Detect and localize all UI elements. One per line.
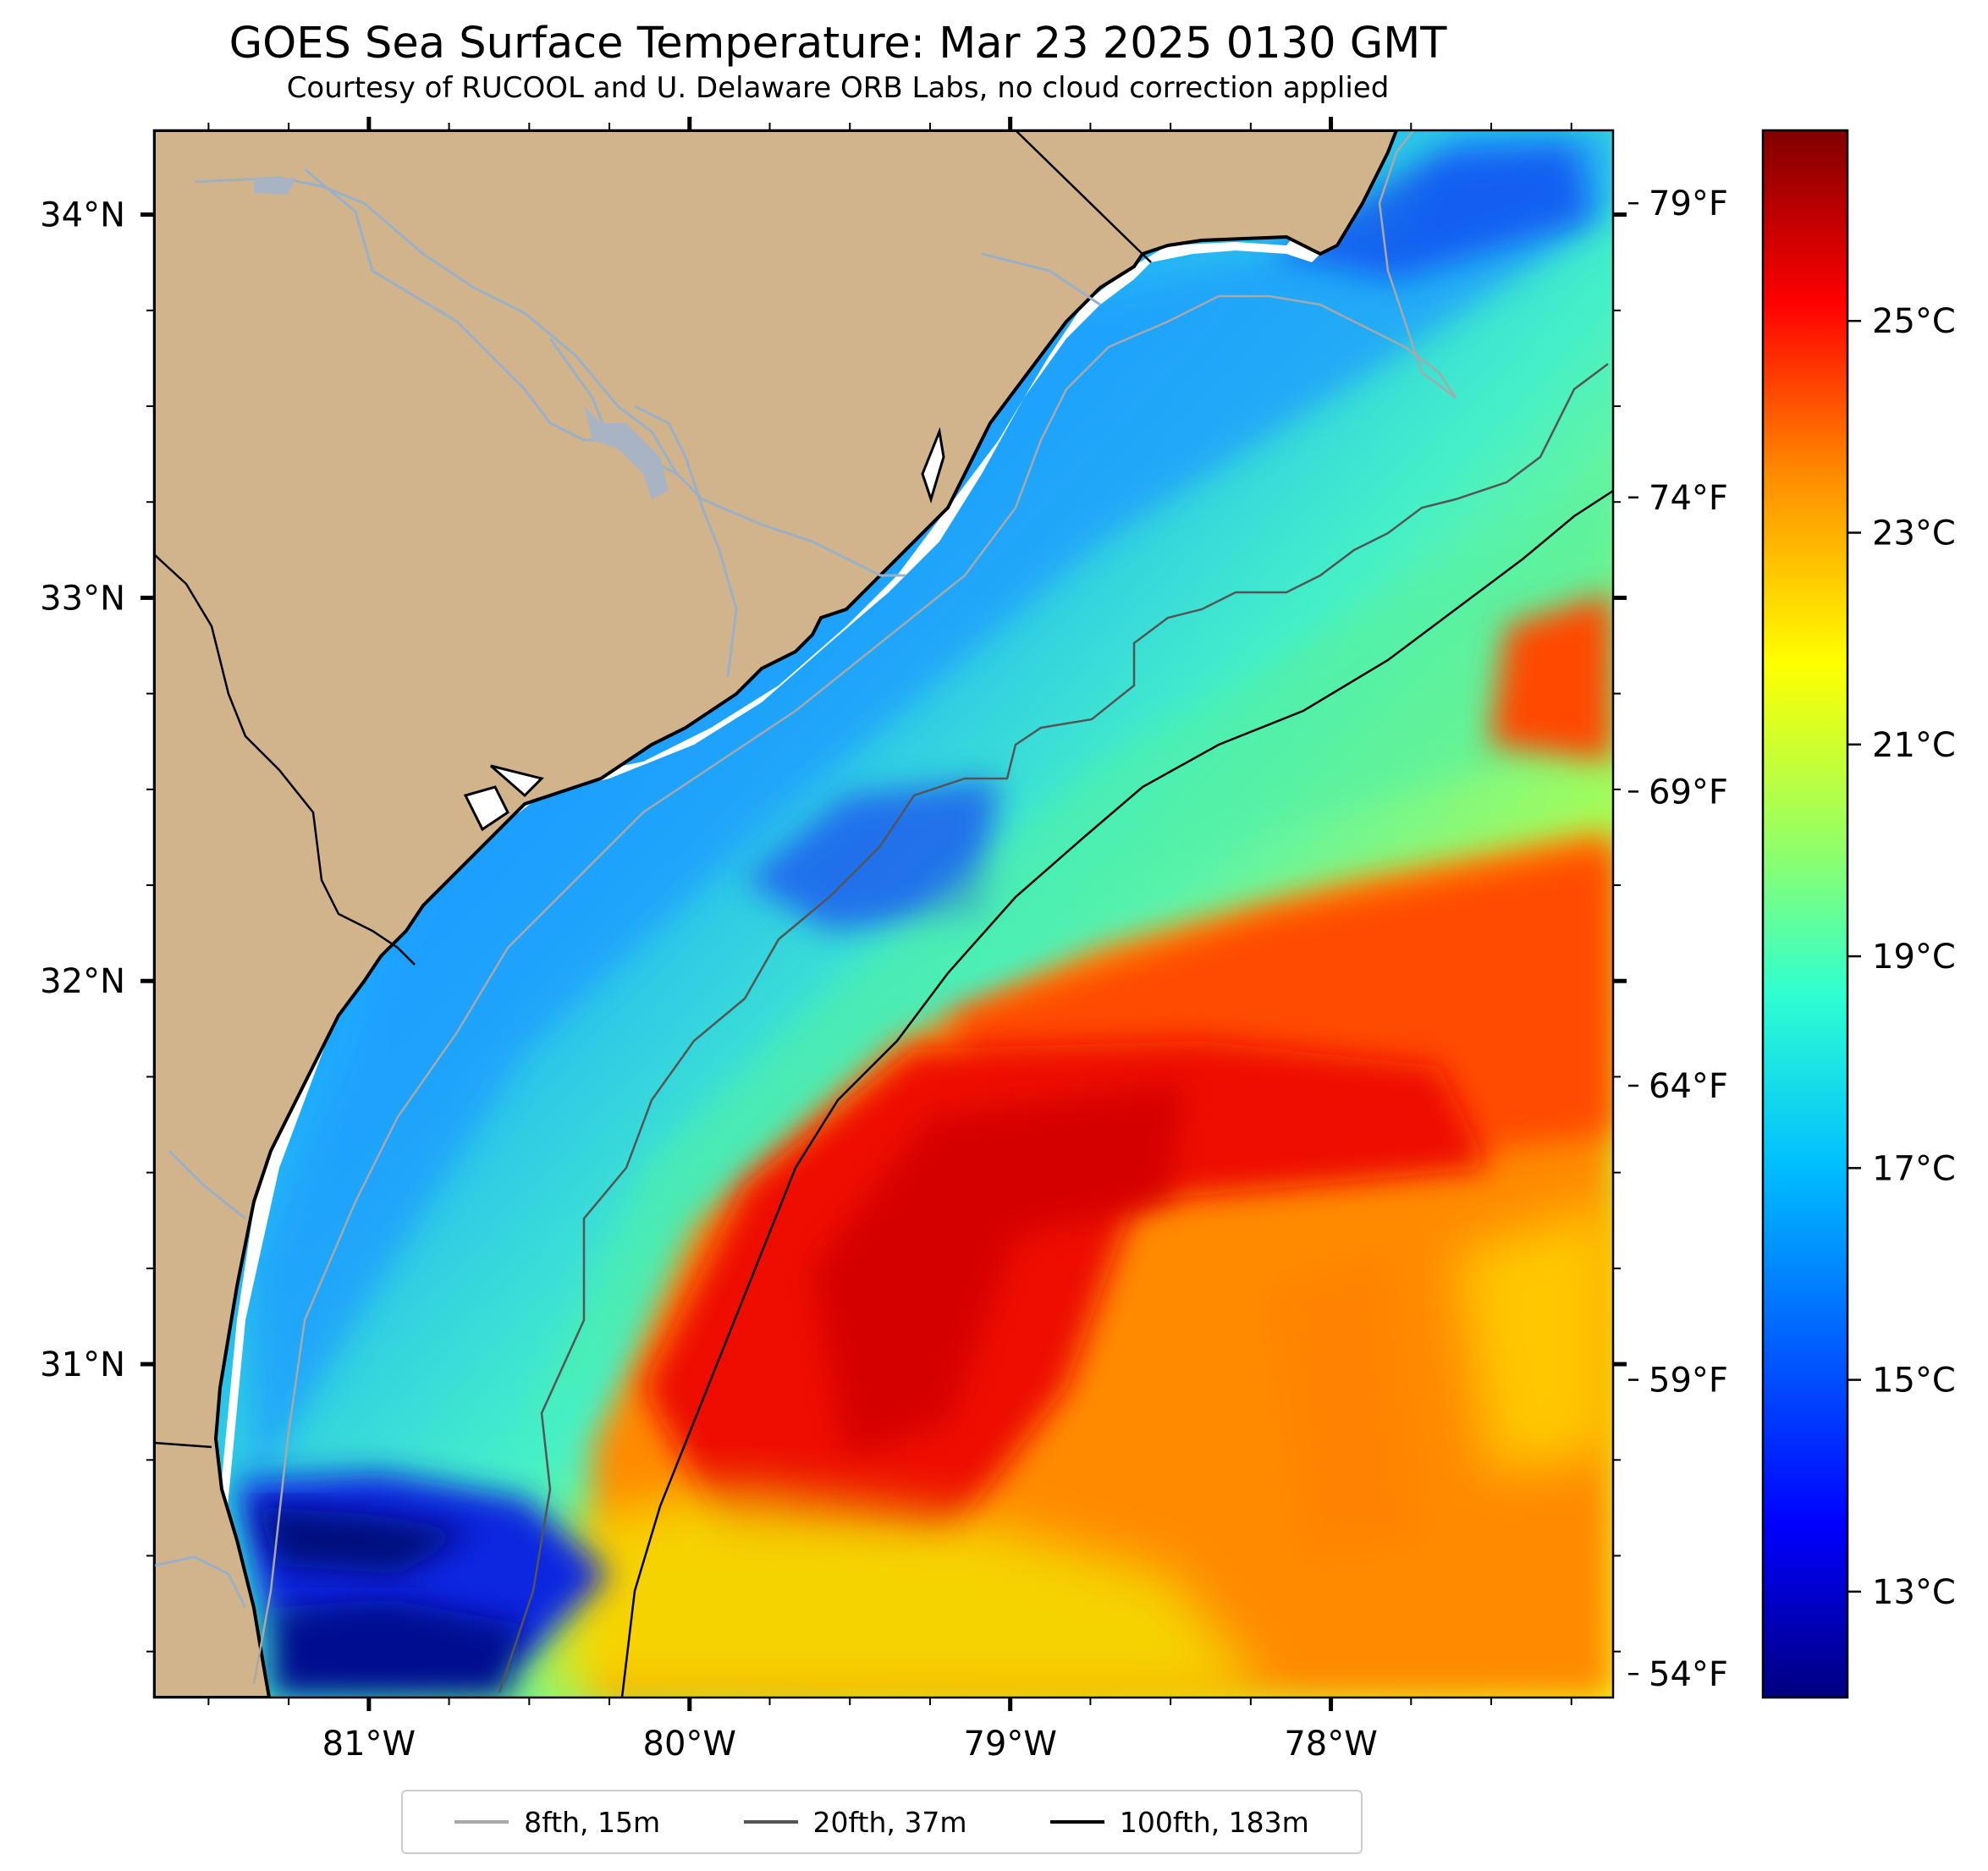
legend-swatch-20fth [743, 1820, 798, 1824]
legend-label-100fth: 100fth, 183m [1119, 1805, 1309, 1839]
lat-tick-label: 34°N [40, 196, 125, 235]
rivers [154, 168, 1101, 1609]
fahrenheit-axis: 79°F 74°F 69°F 64°F 59°F 54°F [1628, 184, 1728, 1694]
c-tick-label: 13°C [1872, 1573, 1956, 1612]
f-tick-label: 64°F [1649, 1067, 1728, 1106]
c-tick-label: 17°C [1872, 1149, 1956, 1188]
colorbar-ticks: 25°C 23°C 21°C 19°C 17°C 15°C 13°C [1848, 302, 1956, 1612]
lon-tick-label: 78°W [1284, 1725, 1377, 1764]
plot-frame [152, 129, 1615, 1699]
f-tick-label: 74°F [1649, 479, 1728, 518]
legend-item-20fth: 20fth, 37m [743, 1805, 967, 1839]
lon-tick-label: 81°W [322, 1725, 416, 1764]
f-tick-label: 59°F [1649, 1362, 1728, 1400]
map-title: GOES Sea Surface Temperature: Mar 23 202… [229, 19, 1447, 69]
lat-tick-label: 31°N [40, 1345, 125, 1384]
c-tick-label: 19°C [1872, 938, 1956, 977]
c-tick-label: 21°C [1872, 726, 1956, 765]
f-tick-label: 54°F [1649, 1655, 1728, 1694]
c-tick-label: 23°C [1872, 515, 1956, 553]
latitude-axis: 34°N 33°N 32°N 31°N [40, 196, 1627, 1653]
lat-tick-label: 33°N [40, 579, 125, 618]
isobaths [252, 130, 1613, 1698]
legend-label-20fth: 20fth, 37m [812, 1805, 967, 1839]
f-tick-label: 79°F [1649, 184, 1728, 223]
c-tick-label: 15°C [1872, 1362, 1956, 1400]
sst-field [154, 130, 1613, 1698]
colorbar [1761, 129, 1849, 1699]
legend-item-8fth: 8fth, 15m [454, 1806, 660, 1839]
legend-label-8fth: 8fth, 15m [524, 1805, 661, 1839]
isobath-legend: 8fth, 15m 20fth, 37m 100fth, 183m [401, 1790, 1363, 1854]
f-tick-label: 69°F [1649, 773, 1728, 812]
longitude-axis: 81°W 80°W 79°W 78°W [207, 117, 1572, 1764]
lon-tick-label: 80°W [643, 1725, 736, 1764]
lon-tick-label: 79°W [963, 1725, 1056, 1764]
legend-swatch-100fth [1049, 1820, 1104, 1824]
map-subtitle: Courtesy of RUCOOL and U. Delaware ORB L… [286, 71, 1390, 105]
c-tick-label: 25°C [1872, 302, 1956, 341]
lat-tick-label: 32°N [40, 962, 125, 1001]
legend-swatch-8fth [454, 1820, 509, 1824]
legend-item-100fth: 100fth, 183m [1049, 1805, 1309, 1839]
